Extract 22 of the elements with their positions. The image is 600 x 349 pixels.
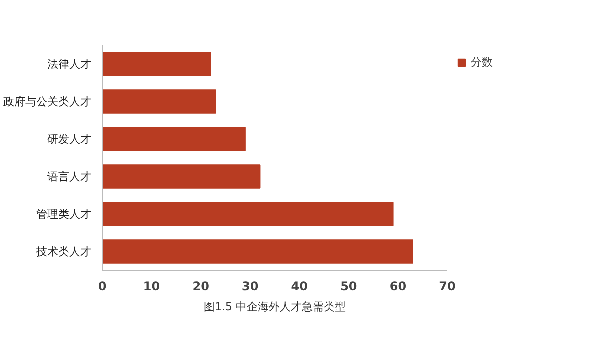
y-tick-label: 法律人才 bbox=[48, 58, 92, 71]
x-tick-label: 10 bbox=[143, 280, 160, 294]
x-tick-label: 30 bbox=[242, 280, 259, 294]
x-tick-label: 40 bbox=[291, 280, 308, 294]
x-tick-label: 70 bbox=[439, 280, 456, 294]
x-tick-label: 0 bbox=[98, 280, 107, 294]
x-tick-label: 20 bbox=[192, 280, 210, 294]
y-tick-label: 政府与公关类人才 bbox=[4, 95, 92, 108]
y-tick-label: 语言人才 bbox=[48, 170, 92, 184]
bar bbox=[102, 90, 216, 114]
x-tick-label: 50 bbox=[340, 280, 358, 294]
y-tick-label: 技术类人才 bbox=[36, 245, 92, 258]
bar bbox=[102, 127, 246, 152]
bar bbox=[102, 52, 212, 76]
y-tick-label: 管理类人才 bbox=[36, 208, 92, 221]
y-tick-label: 研发人才 bbox=[48, 132, 92, 146]
bar bbox=[102, 202, 394, 226]
x-tick-label: 60 bbox=[390, 280, 407, 294]
legend-label: 分数 bbox=[471, 55, 493, 70]
caption: 图1.5 中企海外人才急需类型 bbox=[204, 300, 346, 314]
bar bbox=[102, 164, 261, 189]
bar bbox=[102, 240, 414, 264]
